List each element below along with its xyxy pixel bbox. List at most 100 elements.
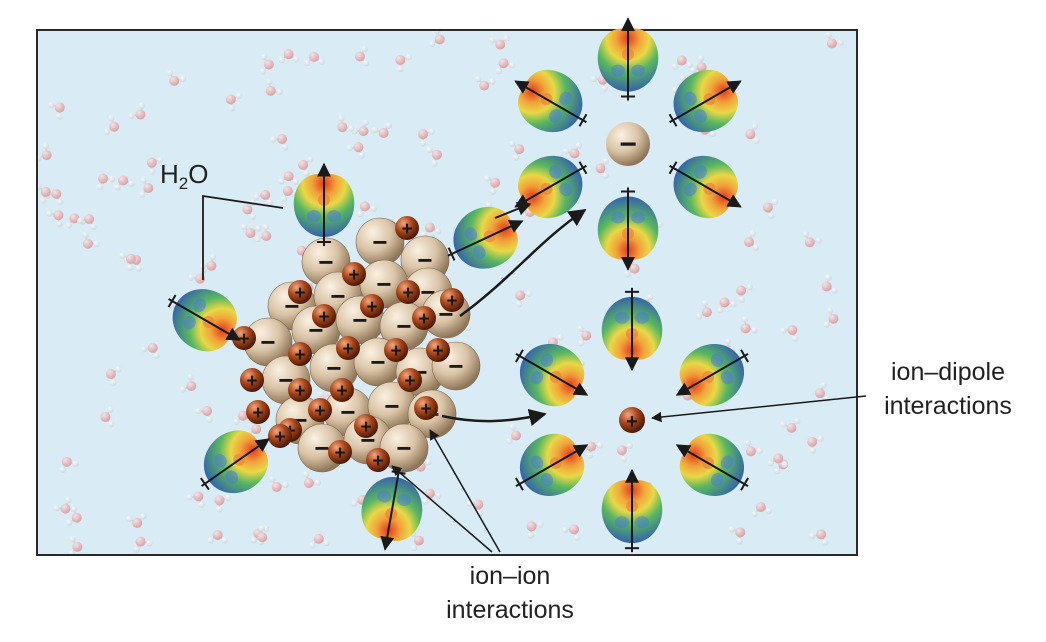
svg-text:+: + bbox=[360, 417, 371, 438]
svg-text:−: − bbox=[330, 281, 345, 311]
ep-water-molecule bbox=[668, 155, 742, 219]
background-water bbox=[253, 189, 274, 206]
background-water bbox=[561, 524, 581, 542]
background-water bbox=[240, 223, 262, 239]
background-water bbox=[780, 325, 799, 342]
svg-text:+: + bbox=[336, 381, 347, 402]
background-water bbox=[207, 529, 228, 544]
background-water bbox=[508, 140, 525, 161]
background-water bbox=[268, 475, 289, 492]
hydrated-anion: − bbox=[606, 122, 650, 166]
anion-ion bbox=[606, 122, 650, 166]
background-water bbox=[133, 536, 153, 553]
background-water bbox=[278, 49, 300, 64]
lattice-cation: + bbox=[384, 338, 408, 362]
background-water bbox=[59, 456, 79, 474]
background-water bbox=[179, 373, 197, 393]
background-water bbox=[53, 496, 72, 514]
background-water bbox=[418, 128, 435, 147]
ion-ion-pointer-2 bbox=[429, 429, 501, 553]
background-water bbox=[807, 435, 824, 454]
background-water bbox=[280, 186, 300, 203]
lattice-cation: + bbox=[398, 368, 422, 392]
background-water bbox=[474, 75, 496, 91]
svg-text:+: + bbox=[418, 309, 429, 330]
svg-text:+: + bbox=[401, 219, 412, 240]
arrow-to-detached-water bbox=[494, 202, 532, 219]
water-label-leader bbox=[202, 194, 284, 280]
ep-water-molecule bbox=[668, 69, 742, 133]
background-water bbox=[37, 183, 51, 204]
svg-text:+: + bbox=[342, 339, 353, 360]
lattice-cation: + bbox=[412, 306, 436, 330]
background-water bbox=[225, 92, 243, 112]
background-water bbox=[100, 406, 115, 428]
lattice-cation: + bbox=[288, 280, 312, 304]
background-water bbox=[250, 525, 268, 544]
background-water bbox=[46, 210, 64, 228]
lattice-cation: + bbox=[342, 262, 366, 286]
background-water bbox=[82, 231, 101, 249]
background-water bbox=[194, 405, 213, 423]
svg-text:+: + bbox=[334, 443, 345, 464]
background-water bbox=[495, 58, 516, 75]
svg-text:−: − bbox=[384, 391, 399, 421]
svg-text:−: − bbox=[396, 311, 411, 341]
ep-water-molecule bbox=[675, 344, 749, 407]
background-water bbox=[105, 366, 122, 386]
lattice-cation: + bbox=[328, 440, 352, 464]
background-water bbox=[815, 381, 831, 403]
lattice-cation: + bbox=[246, 400, 270, 424]
background-water bbox=[254, 223, 272, 243]
background-water bbox=[409, 530, 424, 552]
water-label-h: H bbox=[160, 159, 179, 189]
svg-text:−: − bbox=[448, 351, 463, 381]
svg-text:+: + bbox=[246, 371, 257, 392]
background-water bbox=[802, 231, 822, 248]
ion-ion-pointer-1 bbox=[391, 465, 493, 553]
lattice-cation: + bbox=[268, 424, 292, 448]
svg-text:−: − bbox=[372, 227, 387, 257]
background-water bbox=[823, 307, 839, 328]
ion-dipole-label-line2: interactions bbox=[884, 392, 1012, 420]
svg-text:−: − bbox=[417, 245, 432, 275]
background-water bbox=[278, 171, 299, 186]
background-water bbox=[484, 175, 501, 195]
svg-text:−: − bbox=[326, 353, 341, 383]
svg-text:−: − bbox=[318, 247, 333, 277]
arrow-to-hydrated-anion bbox=[459, 208, 587, 318]
ep-water-molecule bbox=[200, 430, 270, 494]
background-water bbox=[357, 201, 377, 218]
background-water bbox=[166, 69, 187, 86]
background-water bbox=[146, 156, 164, 175]
svg-text:−: − bbox=[314, 433, 329, 463]
lattice-cation: + bbox=[366, 448, 390, 472]
background-water bbox=[186, 491, 205, 508]
lattice-cation: + bbox=[330, 378, 354, 402]
ionic-crystal-lattice: −−−−−−−−−−−−−−−−−−−−−−−−++++++++++++++++… bbox=[232, 216, 481, 473]
svg-text:+: + bbox=[390, 341, 401, 362]
background-water bbox=[505, 424, 522, 445]
water-label-o: O bbox=[188, 159, 208, 189]
background-water bbox=[395, 53, 413, 73]
lattice-cation: + bbox=[336, 336, 360, 360]
background-water bbox=[371, 122, 393, 138]
lattice-cation: + bbox=[288, 378, 312, 402]
lattice-cation: + bbox=[414, 396, 438, 420]
background-water bbox=[48, 101, 65, 120]
background-water bbox=[259, 53, 274, 75]
ep-water-molecule bbox=[514, 155, 588, 219]
lattice-cation: + bbox=[440, 288, 464, 312]
background-water bbox=[125, 513, 147, 528]
lattice-anion: − bbox=[379, 423, 429, 473]
background-water bbox=[269, 133, 289, 151]
background-water bbox=[346, 142, 366, 159]
cation-sign: + bbox=[626, 411, 638, 433]
background-water bbox=[96, 173, 116, 191]
svg-text:+: + bbox=[432, 341, 443, 362]
background-water bbox=[809, 529, 829, 546]
background-water bbox=[140, 342, 160, 360]
lattice-cation: + bbox=[354, 414, 378, 438]
background-water bbox=[767, 453, 789, 468]
ep-water-molecule bbox=[675, 433, 749, 496]
